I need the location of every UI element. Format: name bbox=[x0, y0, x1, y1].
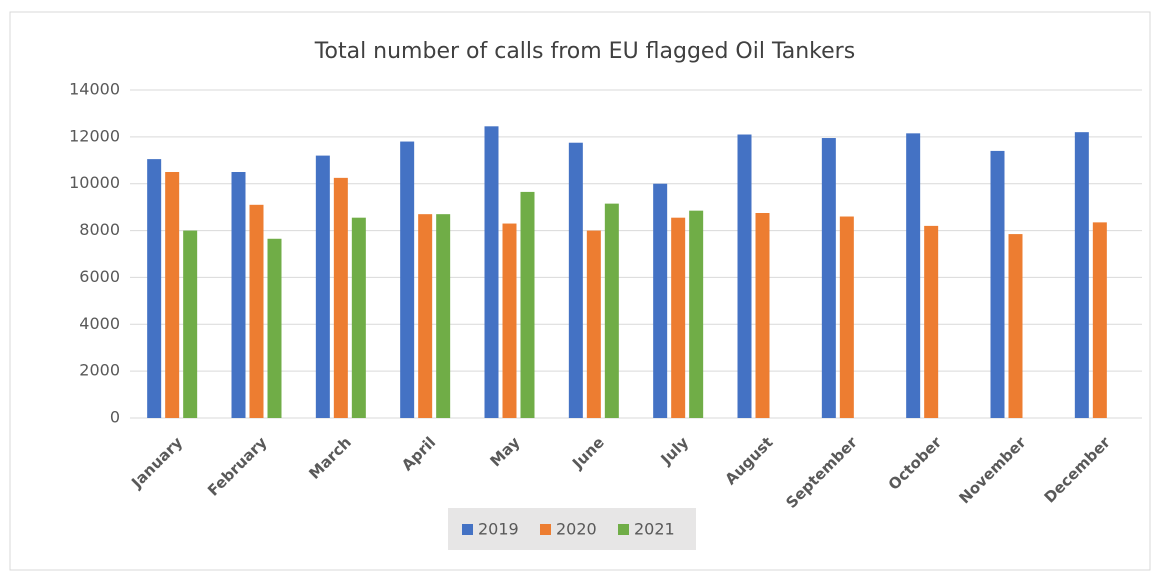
legend-label: 2021 bbox=[634, 520, 675, 539]
bar bbox=[1092, 222, 1107, 418]
legend-swatch bbox=[462, 524, 473, 535]
bar bbox=[351, 217, 366, 418]
y-tick-label: 14000 bbox=[69, 80, 120, 99]
y-tick-label: 0 bbox=[110, 408, 120, 427]
bar bbox=[315, 155, 330, 418]
bar bbox=[671, 217, 686, 418]
y-tick-label: 2000 bbox=[79, 361, 120, 380]
bar bbox=[249, 204, 264, 418]
bar bbox=[906, 133, 921, 419]
bar bbox=[520, 191, 535, 418]
bar bbox=[484, 126, 499, 419]
bar bbox=[147, 159, 162, 418]
bar bbox=[231, 172, 246, 418]
legend-box bbox=[448, 508, 696, 550]
bar bbox=[267, 238, 282, 418]
bar bbox=[586, 230, 601, 418]
legend: 2019 2020 2021 bbox=[462, 520, 675, 539]
bar bbox=[333, 177, 348, 418]
bar bbox=[839, 216, 854, 418]
y-tick-label: 4000 bbox=[79, 314, 120, 333]
bar bbox=[436, 214, 451, 418]
y-tick-label: 12000 bbox=[69, 126, 120, 145]
bar bbox=[1074, 132, 1089, 418]
bar bbox=[1008, 234, 1023, 418]
legend-label: 2020 bbox=[556, 520, 597, 539]
legend-label: 2019 bbox=[478, 520, 519, 539]
chart-title: Total number of calls from EU flagged Oi… bbox=[314, 39, 855, 64]
bar bbox=[689, 210, 704, 418]
legend-swatch bbox=[540, 524, 551, 535]
bar bbox=[502, 223, 517, 418]
bar bbox=[990, 150, 1005, 418]
bar bbox=[737, 134, 752, 418]
bar bbox=[821, 138, 836, 418]
bar bbox=[924, 225, 939, 418]
bar bbox=[165, 172, 180, 418]
y-tick-label: 8000 bbox=[79, 220, 120, 239]
bar bbox=[604, 203, 619, 418]
y-tick-label: 10000 bbox=[69, 173, 120, 192]
bar bbox=[653, 183, 668, 418]
bar bbox=[400, 141, 415, 419]
bar bbox=[755, 213, 770, 418]
bar bbox=[418, 214, 433, 418]
legend-swatch bbox=[618, 524, 629, 535]
y-tick-label: 6000 bbox=[79, 267, 120, 286]
bar bbox=[183, 230, 198, 418]
bar bbox=[568, 142, 583, 418]
